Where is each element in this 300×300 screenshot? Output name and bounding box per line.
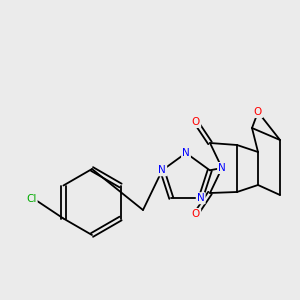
- Text: N: N: [197, 193, 205, 203]
- Text: Cl: Cl: [26, 194, 37, 203]
- Text: O: O: [192, 117, 200, 127]
- Text: N: N: [182, 148, 190, 158]
- Text: N: N: [158, 165, 166, 175]
- Text: O: O: [192, 209, 200, 219]
- Text: O: O: [254, 107, 262, 117]
- Text: N: N: [218, 163, 226, 173]
